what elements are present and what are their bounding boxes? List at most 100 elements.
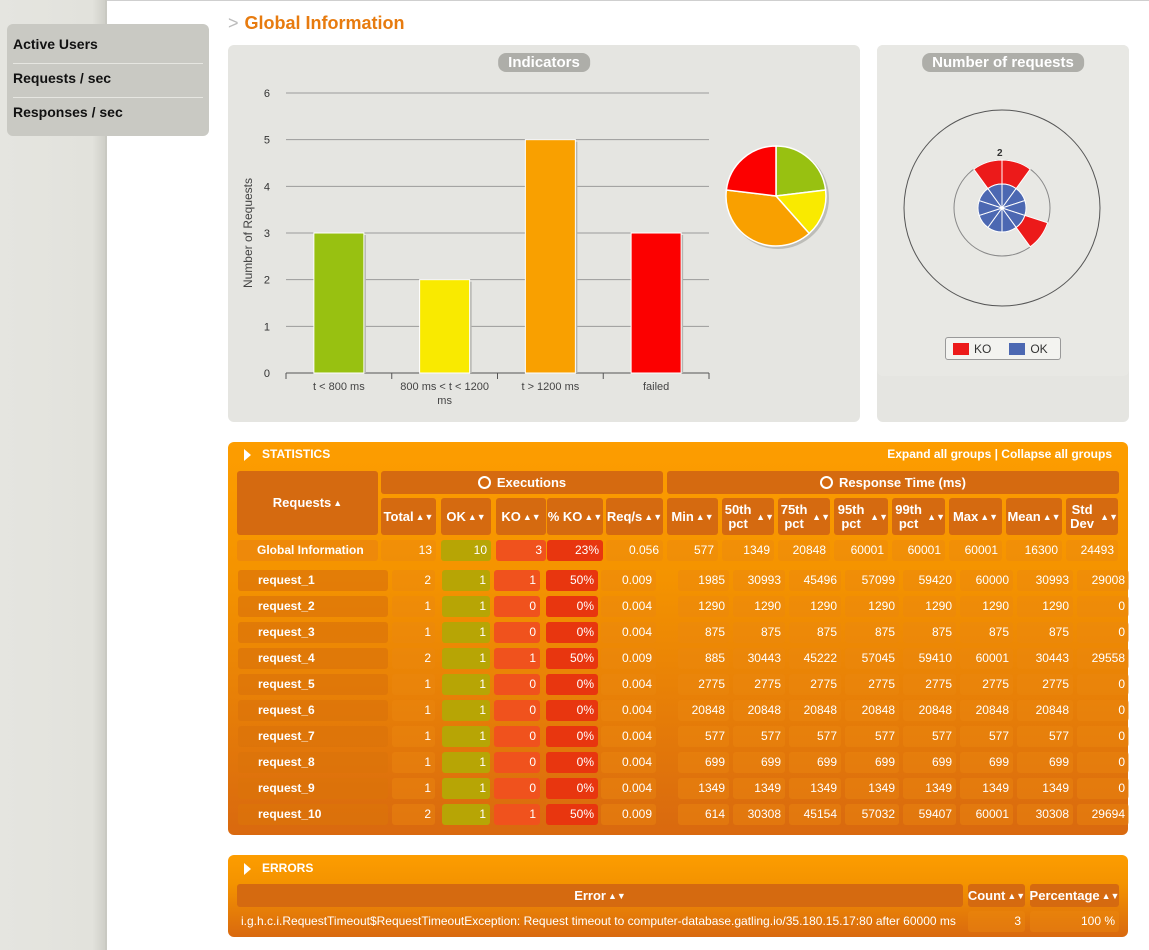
request-name[interactable]: request_9 [238, 778, 388, 799]
cell-mean: 577 [1017, 726, 1073, 747]
request-name[interactable]: request_3 [238, 622, 388, 643]
table-row[interactable]: request_6 1 1 0 0% 0.004 20848 20848 20848 20848 2… [228, 700, 1129, 721]
column-header-99th-pct[interactable]: 99th pct ▲▼ [892, 498, 945, 535]
cell-p95: 57099 [845, 570, 899, 591]
request-name[interactable]: request_10 [238, 804, 388, 825]
top-border [0, 0, 1149, 1]
requests-polar-chart: 2 [903, 109, 1101, 307]
request-name[interactable]: request_4 [238, 648, 388, 669]
table-row[interactable]: request_4 2 1 1 50% 0.009 885 30443 45222 57045 59… [228, 648, 1129, 669]
table-row[interactable]: request_3 1 1 0 0% 0.004 875 875 875 875 875 875 875… [228, 622, 1129, 643]
table-row[interactable]: request_8 1 1 0 0% 0.004 699 699 699 699 699 699 699… [228, 752, 1129, 773]
cell-req-s: 0.004 [601, 674, 656, 695]
request-name[interactable]: request_1 [238, 570, 388, 591]
cell-ok: 1 [442, 804, 490, 825]
column-header-total[interactable]: Total ▲▼ [381, 498, 436, 535]
column-header-ko[interactable]: KO ▲▼ [496, 498, 546, 535]
column-header-std-dev[interactable]: Std Dev ▲▼ [1066, 498, 1118, 535]
table-row[interactable]: request_1 2 1 1 50% 0.009 1985 30993 45496 57099 5… [228, 570, 1129, 591]
table-row[interactable]: request_7 1 1 0 0% 0.004 577 577 577 577 577 577 577… [228, 726, 1129, 747]
errors-header[interactable]: ERRORS [244, 861, 313, 875]
column-header-max[interactable]: Max ▲▼ [949, 498, 1002, 535]
cell-total: 1 [392, 674, 435, 695]
cell-mean: 875 [1017, 622, 1073, 643]
column-header-ko[interactable]: % KO ▲▼ [547, 498, 603, 535]
cell-total: 1 [392, 596, 435, 617]
polar-ok-wedge [987, 183, 1003, 210]
cell-std-dev: 24493 [1066, 540, 1118, 561]
column-header-mean[interactable]: Mean ▲▼ [1006, 498, 1062, 535]
error-column-header[interactable]: Error ▲▼ [237, 884, 963, 907]
global-information-row[interactable]: Global Information 13 10 3 23% 0.056 577 1349 20… [228, 540, 1128, 561]
cell-p75: 45222 [789, 648, 841, 669]
ok-swatch [1009, 343, 1026, 356]
request-name[interactable]: request_5 [238, 674, 388, 695]
legend-item-ko[interactable]: KO [953, 342, 991, 356]
cell-req-s: 0.004 [601, 752, 656, 773]
cell-std-dev: 0 [1077, 674, 1129, 695]
cell-p75: 20848 [789, 700, 841, 721]
cell-max: 699 [960, 752, 1013, 773]
column-header-ok[interactable]: OK ▲▼ [441, 498, 491, 535]
cell-pct-ko: 50% [546, 804, 598, 825]
requests-column-header[interactable]: Requests ▲ [237, 471, 378, 535]
cell-total: 2 [392, 804, 435, 825]
y-tick-label: 3 [264, 228, 270, 240]
legend-item-ok[interactable]: OK [1009, 342, 1048, 356]
cell-total: 1 [392, 700, 435, 721]
cell-p99: 577 [903, 726, 956, 747]
menu-item-requests-per-sec[interactable]: Requests / sec [13, 64, 203, 98]
request-name[interactable]: request_2 [238, 596, 388, 617]
expand-all-groups-link[interactable]: Expand all groups [887, 447, 992, 461]
cell-p75: 45154 [789, 804, 841, 825]
cell-pct-ko: 0% [546, 596, 598, 617]
cell-p95: 57032 [845, 804, 899, 825]
column-header-75th-pct[interactable]: 75th pct ▲▼ [778, 498, 830, 535]
table-row[interactable]: request_5 1 1 0 0% 0.004 2775 2775 2775 2775 2775 2… [228, 674, 1129, 695]
request-name[interactable]: request_6 [238, 700, 388, 721]
cell-req-s: 0.004 [601, 726, 656, 747]
sort-icon: ▲▼ [927, 511, 945, 522]
percentage-column-header[interactable]: Percentage ▲▼ [1030, 884, 1119, 907]
cell-max: 875 [960, 622, 1013, 643]
request-name[interactable]: request_8 [238, 752, 388, 773]
sort-icon: ▲▼ [1100, 511, 1118, 522]
cell-p99: 1290 [903, 596, 956, 617]
cell-p50: 30308 [733, 804, 785, 825]
count-column-header[interactable]: Count ▲▼ [968, 884, 1025, 907]
pie-slice [774, 189, 827, 235]
cell-min: 1290 [678, 596, 729, 617]
sort-ascending-icon: ▲ [333, 498, 343, 508]
column-header-50th-pct[interactable]: 50th pct ▲▼ [722, 498, 774, 535]
menu-item-responses-per-sec[interactable]: Responses / sec [13, 104, 123, 120]
bar [419, 279, 471, 374]
column-header-95th-pct[interactable]: 95th pct ▲▼ [834, 498, 888, 535]
cell-p95: 875 [845, 622, 899, 643]
cell-ok: 1 [442, 700, 490, 721]
request-name[interactable]: Global Information [237, 540, 378, 561]
refresh-icon [477, 476, 491, 489]
cell-ko: 0 [494, 622, 540, 643]
polar-outer-ring [903, 109, 1101, 307]
table-row[interactable]: request_9 1 1 0 0% 0.004 1349 1349 1349 1349 1349 1… [228, 778, 1129, 799]
statistics-header[interactable]: STATISTICS [244, 447, 330, 461]
column-header-min[interactable]: Min ▲▼ [667, 498, 718, 535]
request-name[interactable]: request_7 [238, 726, 388, 747]
cell-min: 2775 [678, 674, 729, 695]
menu-item-active-users[interactable]: Active Users [13, 30, 203, 64]
triangle-right-icon [244, 448, 251, 461]
table-row[interactable]: request_2 1 1 0 0% 0.004 1290 1290 1290 1290 1290 1… [228, 596, 1129, 617]
sort-icon: ▲▼ [980, 511, 999, 522]
response-time-group-header: Response Time (ms) [667, 471, 1119, 494]
column-header-req-s[interactable]: Req/s ▲▼ [606, 498, 663, 535]
sort-icon: ▲▼ [756, 511, 774, 522]
cell-pct-ko: 50% [546, 648, 598, 669]
y-tick-label: 2 [264, 275, 270, 287]
sort-icon: ▲▼ [695, 511, 714, 522]
cell-std-dev: 0 [1077, 700, 1129, 721]
sidebar [0, 0, 107, 950]
y-tick-label: 5 [264, 135, 270, 147]
collapse-all-groups-link[interactable]: Collapse all groups [1001, 447, 1112, 461]
table-row[interactable]: request_10 2 1 1 50% 0.009 614 30308 45154 57032 5… [228, 804, 1129, 825]
cell-p99: 60001 [892, 540, 945, 561]
